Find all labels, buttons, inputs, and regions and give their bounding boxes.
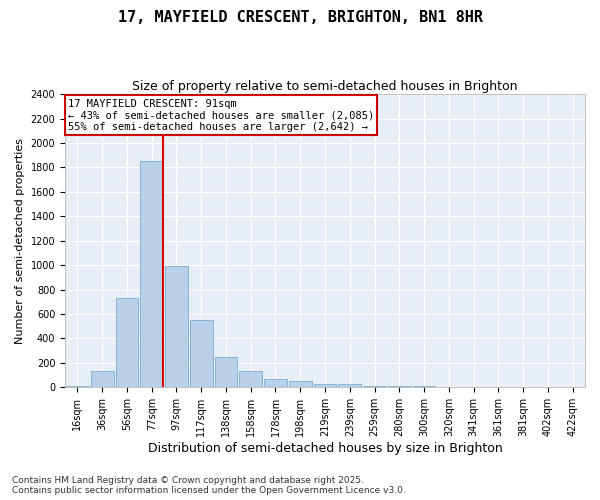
Y-axis label: Number of semi-detached properties: Number of semi-detached properties xyxy=(15,138,25,344)
Bar xyxy=(388,386,410,388)
X-axis label: Distribution of semi-detached houses by size in Brighton: Distribution of semi-detached houses by … xyxy=(148,442,502,455)
Bar xyxy=(363,386,386,388)
Text: Contains HM Land Registry data © Crown copyright and database right 2025.
Contai: Contains HM Land Registry data © Crown c… xyxy=(12,476,406,495)
Bar xyxy=(413,386,436,388)
Bar xyxy=(91,372,113,388)
Bar xyxy=(116,298,139,388)
Text: 17 MAYFIELD CRESCENT: 91sqm
← 43% of semi-detached houses are smaller (2,085)
55: 17 MAYFIELD CRESCENT: 91sqm ← 43% of sem… xyxy=(68,98,374,132)
Text: 17, MAYFIELD CRESCENT, BRIGHTON, BN1 8HR: 17, MAYFIELD CRESCENT, BRIGHTON, BN1 8HR xyxy=(118,10,482,25)
Bar xyxy=(165,266,188,388)
Bar xyxy=(66,386,89,388)
Bar xyxy=(289,380,311,388)
Bar xyxy=(437,386,460,388)
Bar xyxy=(314,384,337,388)
Bar xyxy=(215,357,238,388)
Bar xyxy=(239,372,262,388)
Title: Size of property relative to semi-detached houses in Brighton: Size of property relative to semi-detach… xyxy=(132,80,518,93)
Bar xyxy=(338,384,361,388)
Bar xyxy=(264,379,287,388)
Bar xyxy=(190,320,212,388)
Bar xyxy=(140,162,163,388)
